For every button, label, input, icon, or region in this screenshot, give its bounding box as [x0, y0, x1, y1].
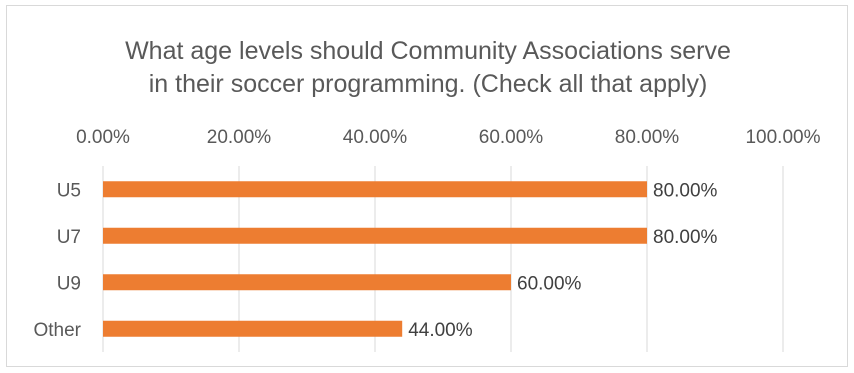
x-axis-tick-labels: 0.00% 20.00% 40.00% 60.00% 80.00% 100.00% — [76, 127, 821, 148]
category-label: U7 — [57, 227, 81, 248]
data-label: 80.00% — [653, 227, 718, 248]
chart-title: What age levels should Community Associa… — [125, 37, 731, 98]
category-label: U9 — [57, 273, 81, 294]
bar-u5 — [103, 181, 647, 198]
bars — [103, 181, 647, 337]
data-labels: 80.00% 80.00% 60.00% 44.00% — [408, 180, 717, 341]
category-labels: U5 U7 U9 Other — [33, 180, 81, 341]
chart-title-line-1: What age levels should Community Associa… — [125, 37, 731, 65]
data-label: 44.00% — [408, 320, 473, 341]
bar-u7 — [103, 227, 647, 244]
chart-title-line-2: in their soccer programming. (Check all … — [149, 70, 708, 98]
chart-frame: What age levels should Community Associa… — [6, 5, 848, 367]
x-tick-label: 60.00% — [479, 127, 544, 148]
data-label: 60.00% — [517, 273, 582, 294]
x-tick-label: 100.00% — [745, 127, 820, 148]
bar-u9 — [103, 274, 511, 291]
x-tick-label: 0.00% — [76, 127, 130, 148]
data-label: 80.00% — [653, 180, 718, 201]
bar-chart: What age levels should Community Associa… — [33, 37, 821, 352]
bar-other — [103, 320, 403, 337]
category-label: U5 — [57, 180, 81, 201]
x-tick-label: 80.00% — [615, 127, 680, 148]
x-tick-label: 20.00% — [207, 127, 272, 148]
x-tick-label: 40.00% — [343, 127, 408, 148]
category-label: Other — [33, 320, 81, 341]
